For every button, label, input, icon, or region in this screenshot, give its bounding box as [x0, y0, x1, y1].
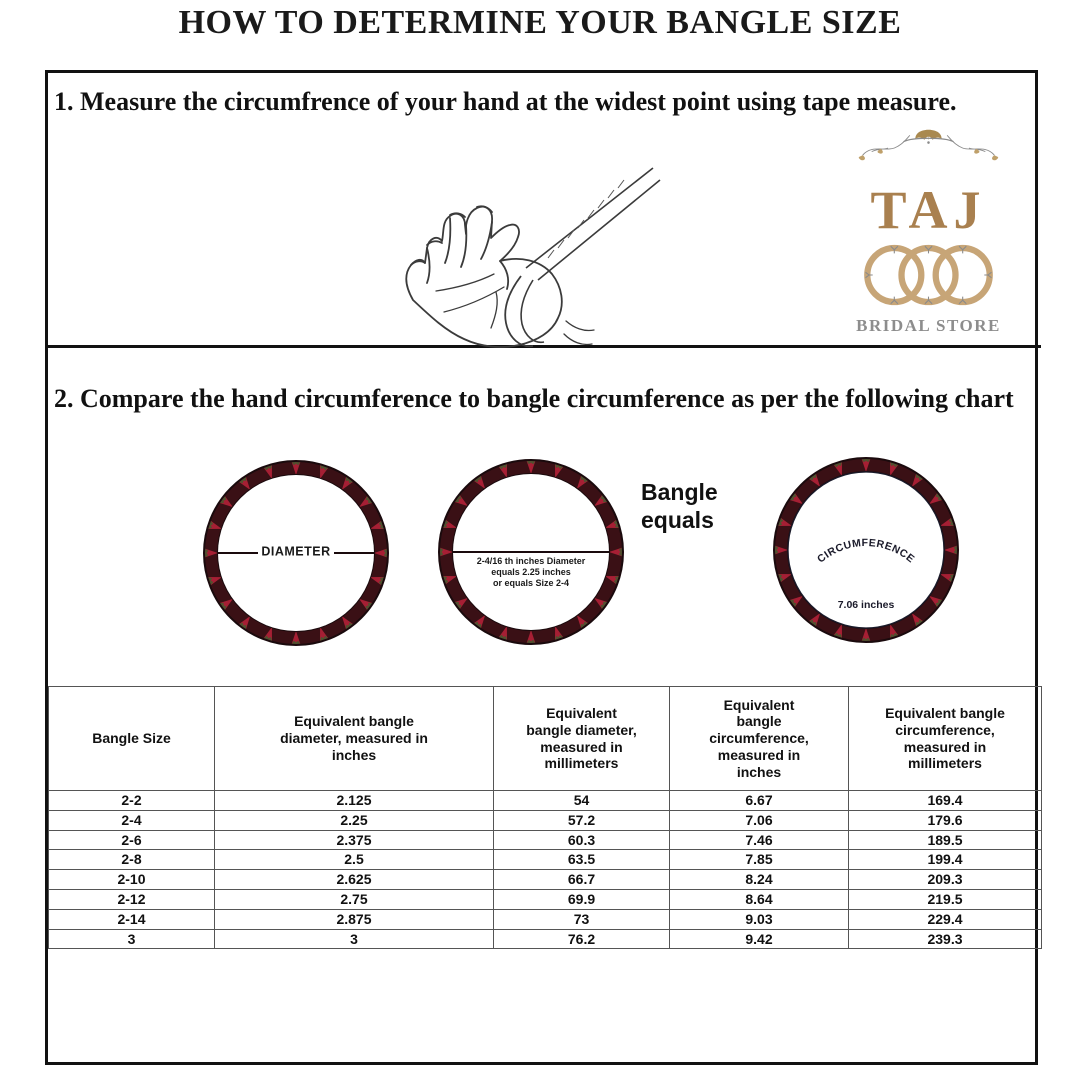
svg-text:2-4/16 th inches Diameter: 2-4/16 th inches Diameter	[477, 556, 586, 566]
svg-text:DIAMETER: DIAMETER	[261, 545, 330, 559]
svg-text:7.06 inches: 7.06 inches	[838, 599, 895, 611]
svg-text:equals 2.25 inches: equals 2.25 inches	[491, 567, 571, 577]
svg-text:or equals Size 2-4: or equals Size 2-4	[493, 578, 569, 588]
